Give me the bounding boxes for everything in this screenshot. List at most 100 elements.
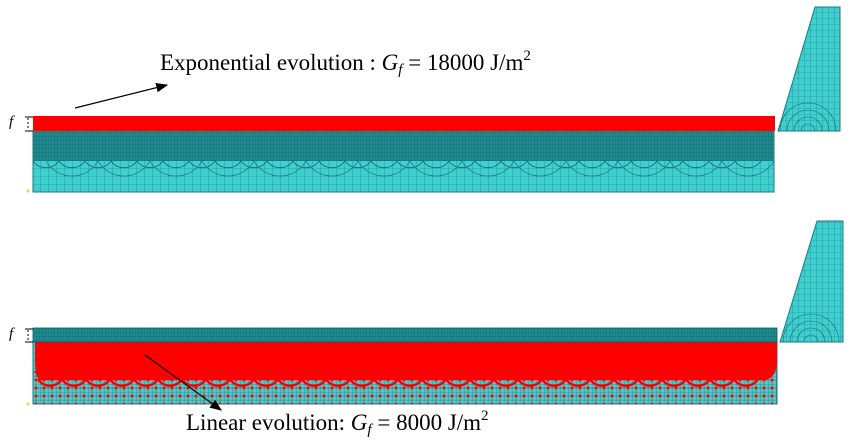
mesh-arc bbox=[420, 378, 448, 388]
mesh-arc bbox=[444, 378, 472, 388]
thickness-indicator-bottom bbox=[25, 328, 33, 343]
caption-bottom: Linear evolution: Gf = 8000 J/m2 bbox=[186, 408, 489, 438]
mesh-arc bbox=[97, 160, 151, 177]
caption-top-superscript: 2 bbox=[523, 48, 531, 64]
mesh-arc bbox=[58, 160, 86, 169]
origin-marker-top bbox=[26, 189, 30, 193]
mesh-arc bbox=[252, 378, 280, 388]
damaged-substrate-bottom bbox=[35, 342, 777, 380]
mesh-arc bbox=[396, 160, 424, 169]
mesh-arc bbox=[84, 160, 112, 169]
damaged-coating-top bbox=[33, 116, 775, 131]
caption-bottom-superscript: 2 bbox=[481, 408, 489, 424]
mesh-arc bbox=[318, 160, 346, 169]
bottom-panel bbox=[25, 220, 844, 411]
mesh-arc bbox=[305, 160, 359, 177]
caption-bottom-prefix: Linear evolution: bbox=[186, 410, 351, 435]
side-arc bbox=[793, 116, 823, 132]
caption-top-relation: = 18000 J/m bbox=[402, 50, 524, 75]
mesh-arc bbox=[617, 160, 671, 177]
mesh-arc bbox=[84, 378, 112, 388]
mesh-arc bbox=[266, 160, 294, 169]
thickness-label-top: f bbox=[9, 114, 14, 130]
side-arc bbox=[803, 334, 819, 343]
mesh-arc bbox=[162, 160, 190, 169]
mesh-arc bbox=[604, 160, 632, 169]
mesh-arc bbox=[552, 160, 580, 169]
mesh-arc bbox=[201, 160, 255, 177]
mesh-arc bbox=[188, 160, 216, 169]
mesh-arc bbox=[108, 378, 136, 388]
mesh-arc bbox=[214, 160, 242, 169]
side-arc bbox=[786, 109, 830, 132]
mesh-arc bbox=[156, 378, 184, 388]
mesh-arc bbox=[204, 378, 232, 388]
mesh-arc bbox=[448, 160, 476, 169]
mesh-arc bbox=[396, 378, 424, 388]
mesh-arc bbox=[110, 160, 138, 169]
mesh-arc bbox=[32, 160, 60, 169]
mesh-arc bbox=[513, 160, 567, 177]
side-arc bbox=[779, 102, 837, 132]
damage-front-arcs-bottom bbox=[36, 378, 760, 388]
top-panel bbox=[25, 6, 841, 193]
side-arc bbox=[800, 123, 816, 132]
mesh-arc bbox=[734, 160, 762, 169]
mesh-arc bbox=[732, 378, 760, 388]
mesh-arc bbox=[344, 160, 372, 169]
mesh-arc bbox=[240, 160, 268, 169]
mesh-arc bbox=[660, 378, 688, 388]
mesh-arc bbox=[500, 160, 528, 169]
mesh-arc bbox=[45, 160, 99, 177]
mesh-arc bbox=[684, 378, 712, 388]
annotation-arrow-bottom bbox=[144, 354, 222, 411]
caption-top-symbol: G bbox=[381, 50, 399, 75]
mesh-arc bbox=[669, 160, 723, 177]
mesh-arc bbox=[292, 160, 320, 169]
mesh-arc bbox=[468, 378, 496, 388]
mesh-arc bbox=[564, 378, 592, 388]
mesh-arc bbox=[721, 160, 775, 177]
side-arc bbox=[789, 320, 833, 343]
mesh-arc bbox=[526, 160, 554, 169]
mesh-arc bbox=[540, 378, 568, 388]
intact-coating-bottom bbox=[32, 327, 778, 343]
mesh-arc bbox=[565, 160, 619, 177]
side-block-top bbox=[777, 6, 841, 132]
mesh-arc bbox=[516, 378, 544, 388]
caption-bottom-symbol: G bbox=[350, 410, 368, 435]
mesh-arc bbox=[136, 160, 164, 169]
mesh-arc bbox=[422, 160, 450, 169]
mesh-arc bbox=[630, 160, 658, 169]
mesh-arc bbox=[132, 378, 160, 388]
mesh-arc bbox=[372, 378, 400, 388]
mesh-arc bbox=[348, 378, 376, 388]
mesh-arc bbox=[357, 160, 411, 177]
mesh-arc bbox=[708, 378, 736, 388]
side-arc bbox=[796, 327, 826, 343]
caption-top: Exponential evolution : Gf = 18000 J/m2 bbox=[160, 48, 531, 78]
mesh-arc bbox=[578, 160, 606, 169]
caption-bottom-subscript: f bbox=[367, 422, 372, 438]
side-arc bbox=[782, 313, 840, 343]
mesh-arc bbox=[409, 160, 463, 177]
mesh-arc bbox=[461, 160, 515, 177]
mesh-arc bbox=[60, 378, 88, 388]
mesh-arc bbox=[253, 160, 307, 177]
caption-bottom-relation: = 8000 J/m bbox=[371, 410, 482, 435]
side-block-arcs-top bbox=[779, 102, 837, 132]
origin-marker-bottom bbox=[26, 402, 30, 406]
side-block-arcs-bottom bbox=[782, 313, 840, 343]
mesh-arc bbox=[636, 378, 664, 388]
mesh-arc bbox=[682, 160, 710, 169]
mesh-arc bbox=[588, 378, 616, 388]
mesh-arc bbox=[180, 378, 208, 388]
caption-top-subscript: f bbox=[398, 62, 403, 78]
side-block-bottom bbox=[779, 220, 844, 343]
refined-band-top bbox=[33, 131, 774, 161]
mesh-arc bbox=[492, 378, 520, 388]
thickness-indicator-top bbox=[25, 116, 33, 132]
mesh-arc bbox=[612, 378, 640, 388]
annotation-arrow-top bbox=[74, 82, 169, 109]
